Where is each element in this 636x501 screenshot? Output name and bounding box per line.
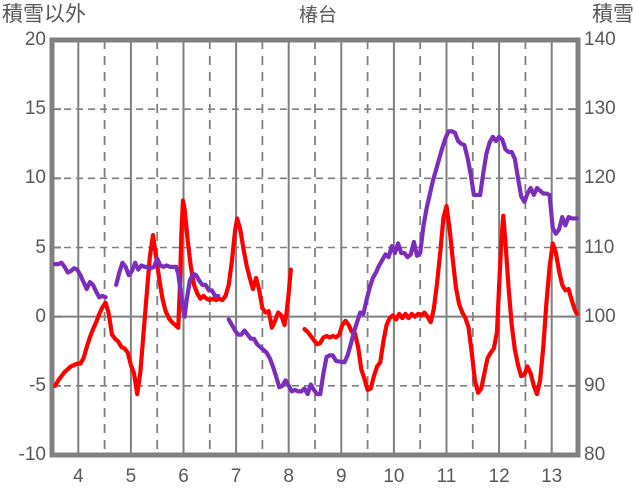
y-axis-right-tick-label: 80 xyxy=(584,444,606,465)
y-axis-left-tick-label: 10 xyxy=(24,167,46,189)
series-line-non-snow xyxy=(53,198,293,397)
y-axis-left-tick-label: 20 xyxy=(24,29,46,50)
y-axis-right-tick-label: 110 xyxy=(584,236,615,258)
right-axis-title: 積雪 xyxy=(592,3,634,26)
page-title: 椿台 xyxy=(298,5,337,26)
x-axis-tick-label: 4 xyxy=(73,466,84,487)
y-axis-right-tick-label: 100 xyxy=(584,305,616,327)
y-axis-left-tick-label: 15 xyxy=(24,98,46,120)
x-axis-tick-label: 6 xyxy=(178,466,189,487)
y-axis-left-tick-label: 5 xyxy=(35,236,46,258)
y-axis-left-tick-label: -5 xyxy=(29,374,46,396)
series-line-snow xyxy=(53,260,108,300)
series-line-non-snow xyxy=(302,203,580,397)
x-axis-tick-label: 9 xyxy=(336,466,347,487)
y-axis-left-tick-label: 0 xyxy=(35,305,46,327)
y-axis-right-tick-label: 140 xyxy=(584,29,616,50)
y-axis-right-tick-label: 130 xyxy=(584,98,616,120)
y-axis-right-tick-label: 90 xyxy=(584,374,606,396)
left-axis-title: 積雪以外 xyxy=(2,3,86,26)
x-axis-tick-label: 12 xyxy=(488,466,510,487)
x-axis-tick-label: 5 xyxy=(125,466,137,487)
x-axis-tick-label: 8 xyxy=(283,466,294,487)
series-line-snow xyxy=(226,129,580,397)
x-axis-tick-label: 13 xyxy=(541,466,563,487)
x-axis-tick-label: 11 xyxy=(436,466,457,487)
x-axis-tick-label: 10 xyxy=(383,466,405,487)
series-layer xyxy=(53,129,580,397)
y-axis-left-tick-label: -10 xyxy=(18,444,46,465)
x-axis-tick-label: 7 xyxy=(230,466,242,487)
series-line-snow xyxy=(114,256,221,319)
y-axis-right-tick-label: 120 xyxy=(584,167,616,189)
